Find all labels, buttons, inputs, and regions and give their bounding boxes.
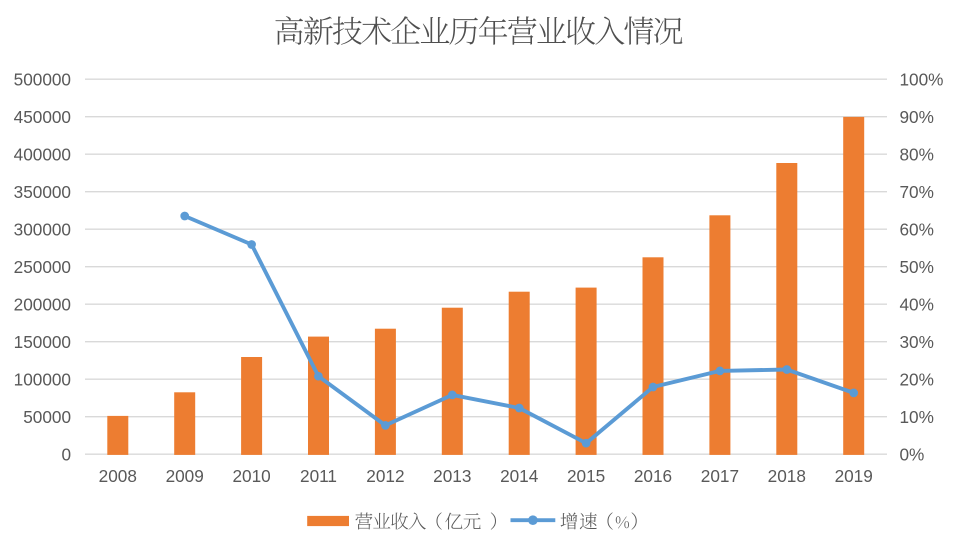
svg-text:200000: 200000 — [14, 294, 71, 314]
svg-text:0%: 0% — [900, 444, 925, 464]
svg-text:20%: 20% — [900, 369, 934, 389]
svg-text:2016: 2016 — [634, 466, 672, 486]
svg-text:50000: 50000 — [23, 407, 71, 427]
svg-text:2010: 2010 — [232, 466, 270, 486]
svg-text:80%: 80% — [900, 144, 934, 164]
svg-text:2012: 2012 — [366, 466, 404, 486]
svg-text:2015: 2015 — [567, 466, 605, 486]
svg-text:2019: 2019 — [835, 466, 873, 486]
svg-text:0: 0 — [61, 444, 71, 464]
svg-text:90%: 90% — [900, 107, 934, 127]
svg-text:350000: 350000 — [14, 182, 71, 202]
svg-text:50%: 50% — [900, 257, 934, 277]
svg-text:100%: 100% — [900, 69, 944, 89]
svg-text:300000: 300000 — [14, 219, 71, 239]
svg-text:2011: 2011 — [300, 466, 337, 486]
svg-text:2013: 2013 — [433, 466, 471, 486]
svg-text:2009: 2009 — [166, 466, 204, 486]
svg-text:2008: 2008 — [99, 466, 137, 486]
svg-text:2014: 2014 — [500, 466, 539, 486]
svg-text:400000: 400000 — [14, 144, 71, 164]
svg-text:100000: 100000 — [14, 369, 71, 389]
svg-text:500000: 500000 — [14, 69, 71, 89]
svg-text:2018: 2018 — [768, 466, 806, 486]
svg-text:40%: 40% — [900, 294, 934, 314]
svg-text:60%: 60% — [900, 219, 934, 239]
svg-text:450000: 450000 — [14, 107, 71, 127]
svg-text:150000: 150000 — [14, 332, 71, 352]
svg-text:70%: 70% — [900, 182, 934, 202]
svg-text:2017: 2017 — [701, 466, 739, 486]
svg-text:10%: 10% — [900, 407, 934, 427]
svg-text:30%: 30% — [900, 332, 934, 352]
svg-text:250000: 250000 — [14, 257, 71, 277]
